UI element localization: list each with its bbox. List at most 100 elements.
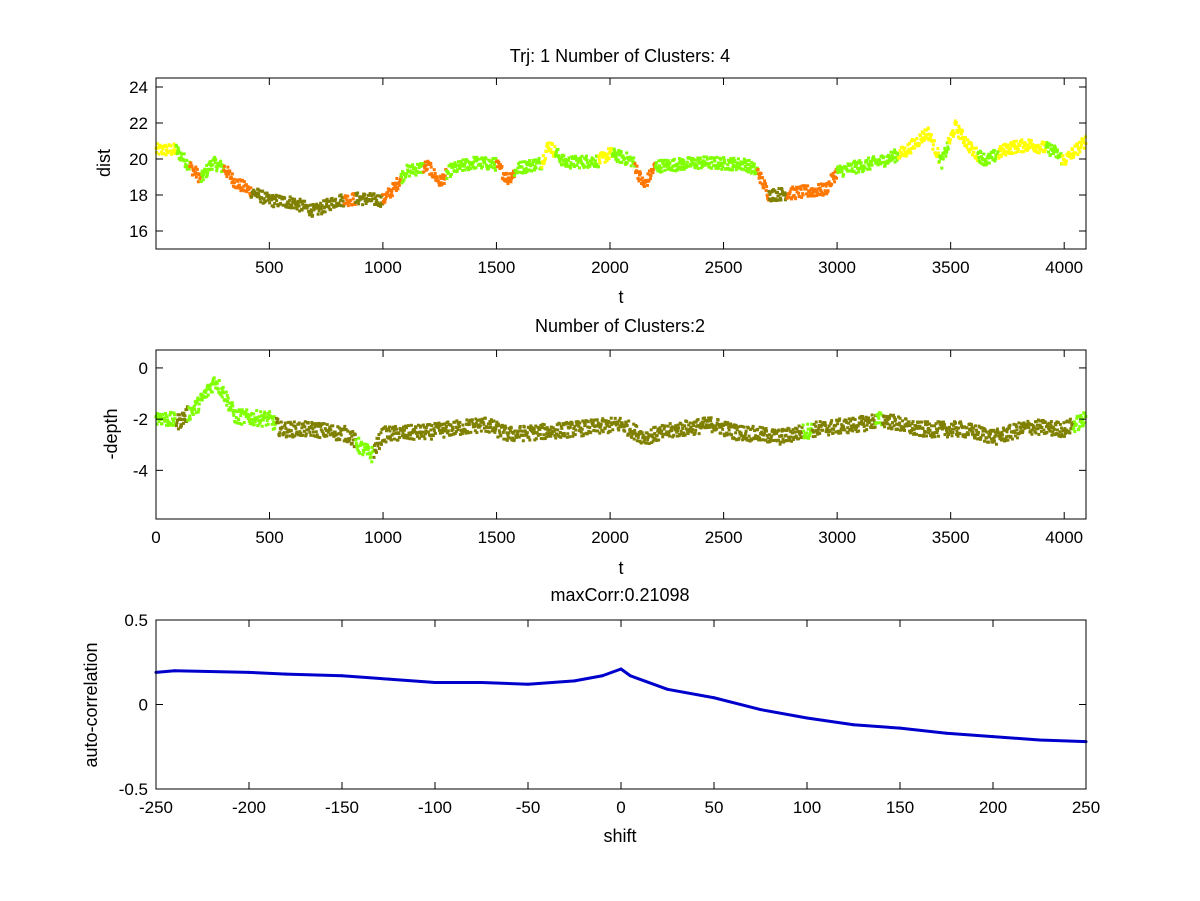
autocorr-point: [480, 681, 483, 685]
data-point: [966, 432, 970, 436]
data-point: [201, 175, 205, 179]
data-point: [248, 422, 252, 426]
data-point: [301, 433, 305, 437]
data-point: [457, 424, 461, 428]
data-point: [471, 164, 475, 168]
data-point: [808, 431, 812, 435]
data-point: [1020, 138, 1024, 142]
data-point: [354, 438, 358, 442]
data-point: [225, 175, 229, 179]
data-point: [777, 438, 781, 442]
data-point: [987, 152, 991, 156]
data-point: [738, 163, 742, 167]
data-point: [790, 439, 794, 443]
data-point: [327, 204, 331, 208]
data-point: [207, 162, 211, 166]
data-point: [553, 154, 557, 158]
data-point: [1056, 421, 1060, 425]
data-point: [937, 420, 941, 424]
data-point: [162, 416, 166, 420]
data-point: [171, 419, 175, 423]
data-point: [256, 423, 260, 427]
data-point: [531, 431, 535, 435]
data-point: [339, 198, 343, 202]
data-point: [1004, 153, 1008, 157]
data-point: [480, 417, 484, 421]
data-point: [500, 164, 504, 168]
data-point: [574, 428, 578, 432]
data-point: [575, 163, 579, 167]
data-point: [764, 188, 768, 192]
data-point: [982, 439, 986, 443]
data-point: [185, 158, 189, 162]
data-point: [662, 427, 666, 431]
data-point: [1019, 426, 1023, 430]
data-point: [230, 401, 234, 405]
data-point: [728, 424, 732, 428]
data-point: [954, 121, 958, 125]
data-point: [896, 427, 900, 431]
data-point: [289, 429, 293, 433]
data-point: [168, 149, 172, 153]
data-point: [903, 146, 907, 150]
data-point: [882, 415, 886, 419]
data-point: [849, 424, 853, 428]
data-point: [1004, 435, 1008, 439]
data-point: [623, 156, 627, 160]
data-point: [955, 128, 959, 132]
data-point: [808, 190, 812, 194]
data-point: [664, 162, 668, 166]
data-point: [1063, 427, 1067, 431]
data-point: [283, 423, 287, 427]
data-point: [401, 179, 405, 183]
data-point: [831, 431, 835, 435]
data-point: [562, 431, 566, 435]
data-point: [568, 164, 572, 168]
data-point: [356, 449, 360, 453]
data-point: [530, 425, 534, 429]
data-point: [286, 200, 290, 204]
data-point: [572, 427, 576, 431]
data-point: [961, 135, 965, 139]
autocorr-point: [1038, 738, 1041, 742]
cluster-segment-yellow: [946, 119, 980, 163]
data-point: [678, 432, 682, 436]
data-point: [750, 161, 754, 165]
data-point: [521, 439, 525, 443]
data-point: [930, 424, 934, 428]
data-point: [957, 124, 961, 128]
cluster-segment-green: [444, 155, 498, 180]
data-point: [201, 393, 205, 397]
data-point: [994, 433, 998, 437]
data-point: [714, 424, 718, 428]
data-point: [729, 158, 733, 162]
data-point: [439, 181, 443, 185]
data-point: [405, 434, 409, 438]
data-point: [997, 431, 1001, 435]
data-point: [656, 169, 660, 173]
data-point: [215, 166, 219, 170]
ticks-depth: 0 500 1000 1500 2000 2500 3000 3500 4000-4-20: [133, 350, 1086, 547]
data-point: [240, 186, 244, 190]
data-point: [714, 166, 718, 170]
data-point: [760, 430, 764, 434]
data-point: [612, 152, 616, 156]
data-point: [672, 169, 676, 173]
cluster-segment-yellow: [1060, 135, 1088, 166]
x-tick-label: 1000: [364, 528, 402, 547]
data-point: [579, 430, 583, 434]
data-point: [765, 185, 769, 189]
data-point: [934, 422, 938, 426]
data-point: [1021, 423, 1025, 427]
data-point: [709, 419, 713, 423]
data-point: [432, 427, 436, 431]
data-point: [583, 164, 587, 168]
data-point: [826, 189, 830, 193]
data-point: [791, 428, 795, 432]
data-point: [236, 409, 240, 413]
data-point: [917, 142, 921, 146]
data-point: [854, 171, 858, 175]
data-point: [571, 162, 575, 166]
data-point: [846, 426, 850, 430]
data-point: [683, 433, 687, 437]
